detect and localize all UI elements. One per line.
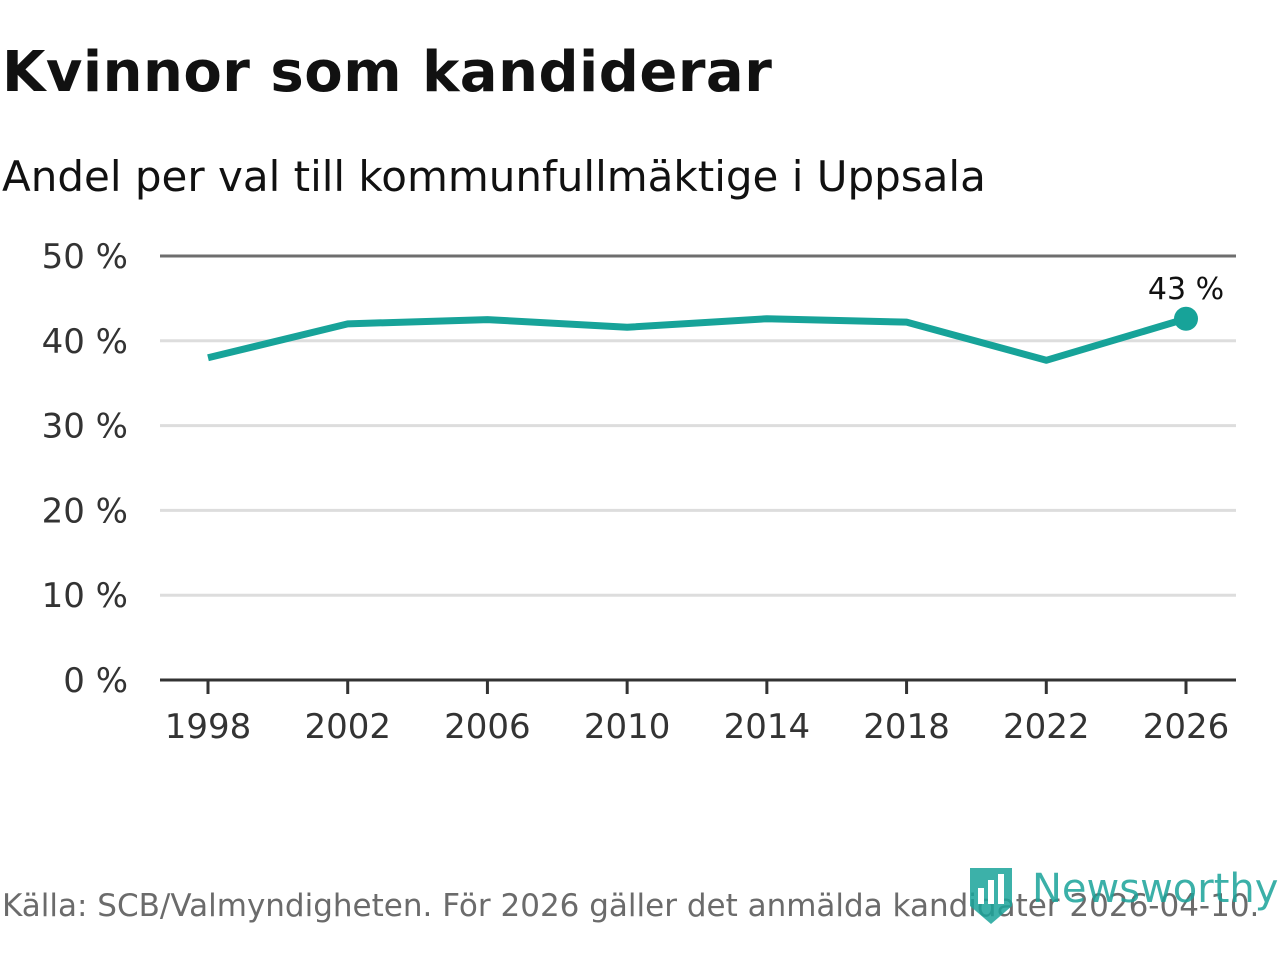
y-tick-label: 0 % [63,661,128,701]
x-tick-label: 2014 [724,707,811,747]
y-tick-label: 30 % [42,407,128,447]
x-tick-label: 2006 [444,707,531,747]
chart-subtitle: Andel per val till kommunfullmäktige i U… [2,152,986,201]
chart-title: Kvinnor som kandiderar [2,40,773,105]
y-tick-label: 50 % [42,237,128,277]
newsworthy-logo: Newsworthy [966,866,1278,926]
y-tick-label: 10 % [42,576,128,616]
x-tick-label: 1998 [165,707,252,747]
newsworthy-logo-icon [970,868,1012,924]
x-tick-label: 2010 [584,707,671,747]
brand-name: Newsworthy [1032,866,1279,912]
x-tick-label: 2026 [1143,707,1230,747]
series-line [207,315,1187,364]
x-tick-label: 2018 [863,707,950,747]
x-tick-label: 2022 [1003,707,1090,747]
data-point-last [1174,306,1198,331]
x-tick-label: 2002 [304,707,391,747]
y-tick-label: 20 % [42,491,128,531]
y-tick-label: 40 % [42,322,128,362]
source-note: Källa: SCB/Valmyndigheten. För 2026 gäll… [2,888,1260,924]
data-label-last: 43 % [1148,272,1224,307]
line-chart: 0 % 10 % 20 % 30 % 40 % 50 % 1998 2002 2006 2010 2… [42,237,1236,747]
